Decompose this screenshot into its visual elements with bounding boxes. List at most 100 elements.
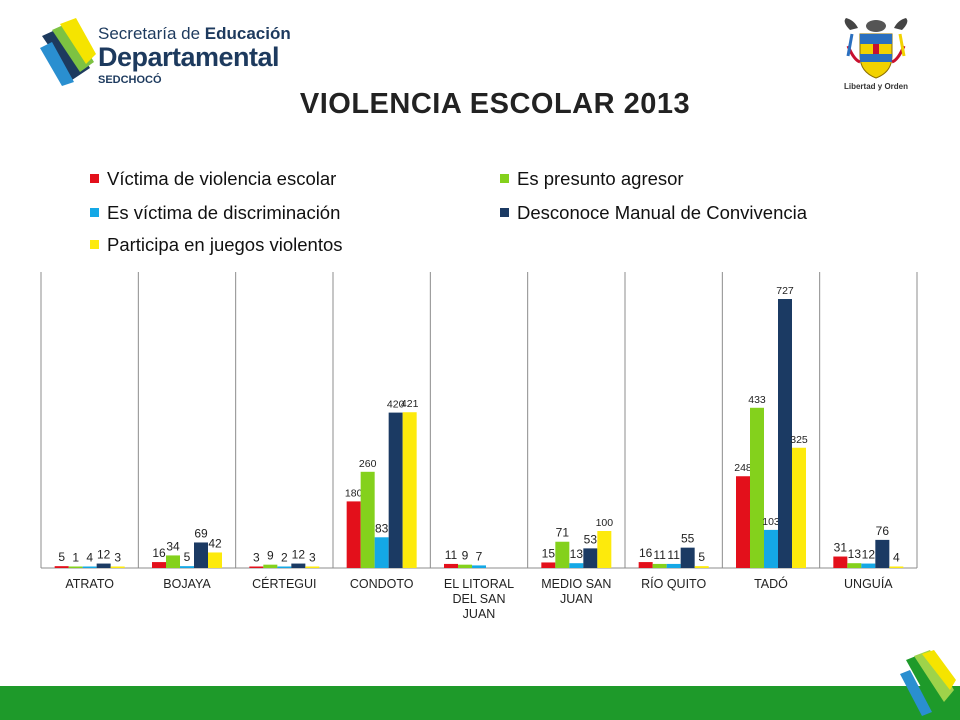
x-tick-label: BOJAYA [163, 577, 211, 591]
legend-item: Desconoce Manual de Convivencia [500, 202, 807, 224]
bar [180, 566, 194, 568]
bar [291, 563, 306, 568]
bar [736, 476, 750, 568]
bar [82, 566, 97, 568]
data-label: 325 [790, 434, 808, 446]
bar [194, 542, 208, 568]
x-tick-label: UNGUÍA [844, 576, 893, 591]
bar [583, 548, 598, 568]
data-label: 83 [375, 521, 389, 535]
legend-label: Desconoce Manual de Convivencia [517, 202, 808, 223]
bar [263, 564, 278, 568]
data-label: 5 [698, 550, 705, 564]
data-label: 12 [97, 548, 111, 562]
legend-swatch [90, 239, 99, 249]
bar [889, 566, 904, 568]
data-label: 260 [359, 458, 377, 470]
bar [875, 539, 890, 568]
bar [360, 471, 375, 568]
data-label: 421 [401, 398, 419, 410]
x-tick-label: TADÓ [754, 576, 788, 591]
data-label: 71 [556, 526, 570, 540]
bar [110, 566, 125, 568]
logo-line-1: Secretaría de Educación [98, 24, 291, 43]
data-label: 11 [653, 548, 666, 562]
bar [166, 555, 180, 568]
logo-line-2: Departamental [98, 42, 280, 72]
bar [305, 566, 320, 568]
data-label: 11 [445, 548, 458, 562]
bar [694, 566, 709, 568]
data-label: 15 [542, 546, 556, 560]
data-label: 69 [194, 526, 208, 540]
legend-swatch [500, 207, 509, 217]
data-label: 5 [58, 550, 65, 564]
x-tick-label: CÉRTEGUI [252, 576, 316, 591]
legend-swatch [500, 173, 509, 183]
data-label: 12 [292, 548, 306, 562]
data-label: 2 [281, 551, 288, 565]
data-label: 76 [876, 524, 890, 538]
data-label: 103 [762, 516, 780, 528]
chart-legend: Víctima de violencia escolar Es presunto … [90, 168, 910, 260]
data-label: 16 [152, 546, 166, 560]
footer-bar [0, 686, 960, 720]
x-tick-label: RÍO QUITO [641, 576, 706, 591]
legend-label: Víctima de violencia escolar [107, 168, 337, 189]
footer-logo-icon [900, 650, 956, 716]
bar [249, 566, 264, 568]
bar [458, 564, 472, 568]
data-label: 3 [114, 551, 121, 565]
x-tick-label: CONDOTO [350, 577, 414, 591]
legend-item: Es presunto agresor [500, 168, 684, 190]
page-title: VIOLENCIA ESCOLAR 2013 [299, 88, 691, 120]
data-label: 1 [72, 551, 79, 565]
bar [833, 556, 848, 568]
bar [778, 299, 792, 568]
data-label: 5 [184, 550, 191, 564]
x-tick-label: EL LITORAL DEL SAN JUAN [444, 577, 514, 621]
data-label: 34 [166, 539, 180, 553]
bar [750, 407, 764, 568]
bar [555, 541, 570, 568]
bar [764, 529, 778, 568]
bar [346, 501, 361, 568]
data-label: 248 [734, 462, 752, 474]
bar [680, 547, 695, 568]
data-label: 4 [86, 551, 93, 565]
bar [652, 563, 667, 568]
bar [861, 563, 876, 568]
bar [472, 565, 486, 568]
data-label: 420 [387, 399, 405, 411]
bar [374, 537, 389, 568]
data-label: 11 [667, 548, 680, 562]
data-label: 13 [570, 547, 584, 561]
legend-swatch [90, 207, 99, 217]
bar [388, 412, 403, 568]
data-label: 433 [748, 394, 766, 406]
data-label: 42 [208, 536, 222, 550]
bar [792, 447, 806, 568]
data-label: 55 [681, 532, 695, 546]
crest-motto: Libertad y Orden [843, 82, 908, 91]
data-label: 53 [584, 532, 598, 546]
data-label: 9 [267, 549, 274, 563]
logo-stripes-icon [40, 18, 96, 86]
legend-item: Participa en juegos violentos [90, 234, 343, 256]
data-label: 3 [309, 551, 316, 565]
legend-label: Es presunto agresor [517, 168, 684, 189]
x-tick-label: MEDIO SAN JUAN [541, 577, 611, 606]
bar [277, 566, 292, 568]
bar [541, 562, 556, 568]
coat-of-arms-icon: Libertad y Orden [840, 16, 912, 98]
data-label: 3 [253, 551, 260, 565]
bar [666, 563, 681, 568]
bar [54, 566, 69, 568]
bar [444, 563, 458, 568]
sedchoco-logo: Secretaría de Educación Departamental SE… [38, 18, 291, 88]
legend-label: Participa en juegos violentos [107, 234, 343, 255]
data-label: 16 [639, 546, 653, 560]
x-tick-label: ATRATO [65, 577, 114, 591]
data-label: 4 [893, 551, 900, 565]
